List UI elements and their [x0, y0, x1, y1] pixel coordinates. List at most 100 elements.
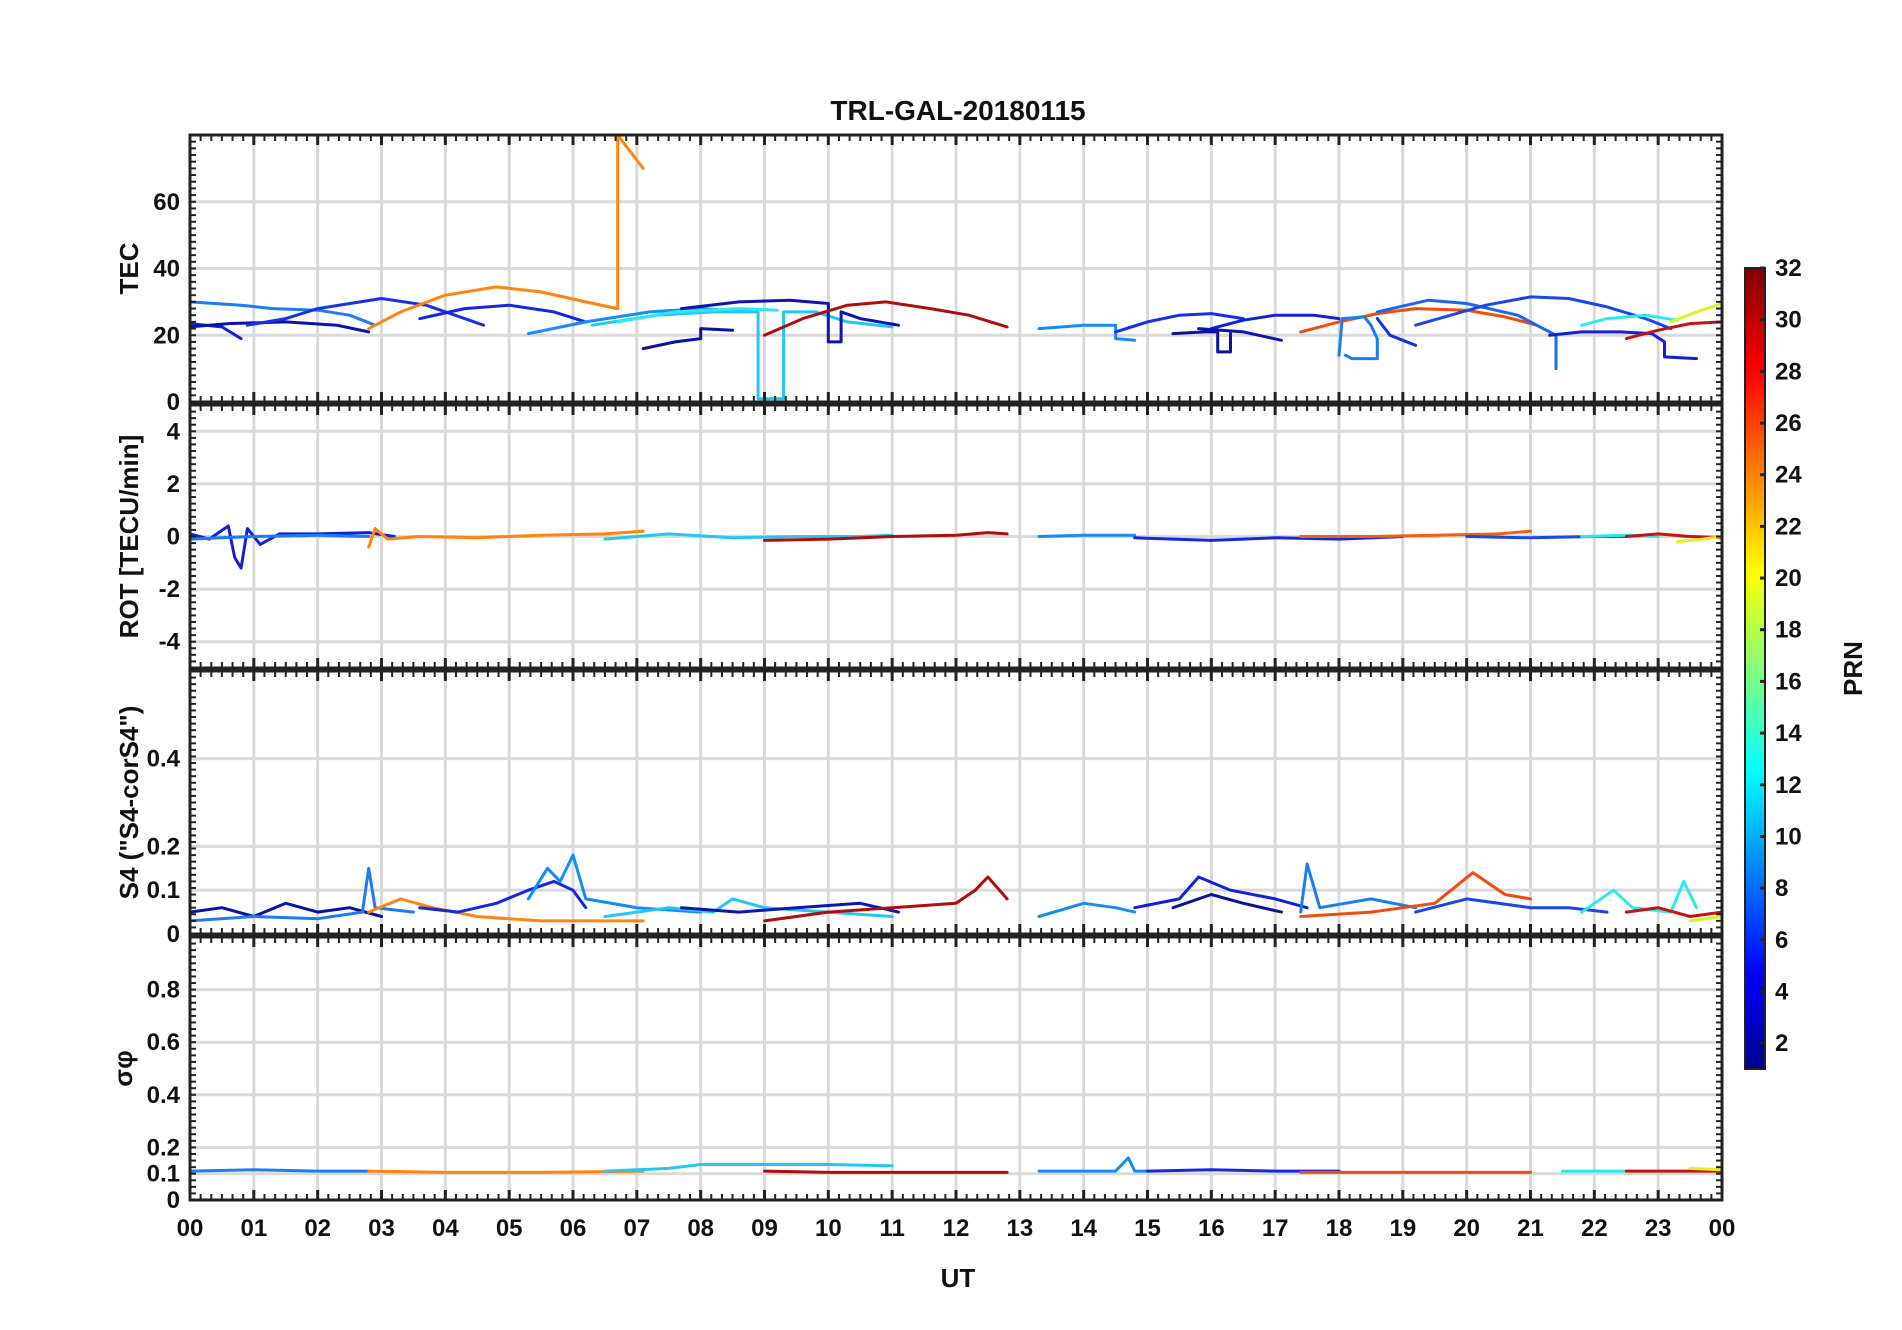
series-prn-1 [1171, 893, 1283, 914]
colorbar-tick-label: 2 [1775, 1030, 1788, 1057]
y-axis-label-s4: S4 ("S4-corS4") [114, 706, 144, 900]
y-tick-label: 0 [167, 1187, 180, 1214]
colorbar-tick-label: 4 [1775, 978, 1789, 1005]
series-prn-31 [763, 1169, 1009, 1174]
x-tick-label: 16 [1198, 1215, 1225, 1242]
series-prn-27 [1299, 307, 1539, 334]
colorbar-tick-label: 16 [1775, 668, 1802, 695]
series-prn-9 [526, 853, 703, 914]
series-prn-30 [1624, 906, 1724, 918]
chart-title: TRL-GAL-20180115 [830, 95, 1085, 126]
series-prn-23 [367, 1169, 645, 1174]
y-tick-label: 20 [153, 322, 180, 349]
series-prn-30 [1624, 320, 1724, 341]
series-prn-4 [418, 879, 588, 914]
x-tick-label: 14 [1070, 1215, 1097, 1242]
y-axis-label-sigma: σφ [108, 1050, 138, 1086]
series-prn-4 [1133, 535, 1405, 542]
x-tick-label: 00 [1709, 1215, 1736, 1242]
panel-s4: 0 0.1 0.2 0.4S4 ("S4-corS4") [114, 669, 1724, 948]
series-prn-20 [1688, 1166, 1724, 1172]
series-prn-8 [188, 533, 371, 541]
y-tick-label: -2 [159, 576, 180, 603]
series-prn-9 [1037, 323, 1137, 342]
x-tick-label: 05 [496, 1215, 523, 1242]
series-prn-3 [1209, 313, 1341, 331]
series-prn-8 [1299, 862, 1418, 914]
y-tick-label: 0.8 [147, 977, 180, 1004]
y-tick-label: 0.2 [147, 1134, 180, 1161]
colorbar-tick-label: 14 [1775, 720, 1802, 747]
x-tick-label: 12 [943, 1215, 970, 1242]
y-tick-label: 0.6 [147, 1029, 180, 1056]
series-prn-9 [1037, 533, 1137, 538]
series-prn-2 [1197, 327, 1283, 342]
x-tick-label: 21 [1517, 1215, 1544, 1242]
colorbar-tick-label: 24 [1775, 462, 1802, 489]
x-tick-label: 22 [1581, 1215, 1608, 1242]
y-tick-label: 40 [153, 256, 180, 283]
y-tick-label: 4 [167, 418, 181, 445]
x-tick-label: 04 [432, 1215, 459, 1242]
x-tick-label: 15 [1134, 1215, 1161, 1242]
series-prn-3 [1548, 330, 1698, 361]
y-tick-label: 60 [153, 189, 180, 216]
colorbar-gradient [1744, 267, 1766, 1070]
series-prn-3 [1133, 875, 1309, 910]
y-tick-label: 0.1 [147, 1161, 180, 1188]
series-prn-1 [641, 327, 735, 351]
x-tick-label: 09 [751, 1215, 778, 1242]
x-tick-label: 03 [368, 1215, 395, 1242]
colorbar-tick-label: 28 [1775, 358, 1802, 385]
series-prn-8 [188, 1168, 371, 1173]
series-prn-31 [763, 300, 1009, 337]
series-prn-2 [188, 320, 371, 334]
y-tick-label: 0.4 [147, 746, 181, 773]
series-prn-7 [1375, 298, 1558, 371]
y-tick-label: 0 [167, 524, 180, 551]
x-tick-label: 08 [687, 1215, 714, 1242]
series-prn-20 [1688, 915, 1724, 923]
x-tick-label: 19 [1389, 1215, 1416, 1242]
y-tick-label: 0.4 [147, 1082, 181, 1109]
colorbar-tick-label: 12 [1775, 772, 1802, 799]
x-tick-label: 11 [879, 1215, 904, 1242]
y-axis-label-rot: ROT [TECU/min] [114, 435, 144, 639]
y-tick-label: 2 [167, 471, 180, 498]
series-prn-6 [1414, 295, 1673, 331]
series-prn-23 [367, 133, 645, 331]
series-prn-31 [763, 531, 1009, 542]
series-prn-1 [1171, 330, 1232, 354]
colorbar-tick-label: 32 [1775, 255, 1802, 282]
y-tick-label: 0.1 [147, 877, 180, 904]
series-prn-27 [1299, 871, 1532, 918]
colorbar-tick-label: 18 [1775, 617, 1802, 644]
x-tick-label: 13 [1006, 1215, 1033, 1242]
series-prn-2 [680, 901, 900, 914]
series-prn-13 [1580, 313, 1679, 327]
x-tick-label: 06 [560, 1215, 587, 1242]
series-prn-20 [1669, 302, 1724, 324]
panel-sigma: 00.10.2 0.4 0.6 0.8 σφ [108, 935, 1724, 1214]
x-tick-label: 07 [623, 1215, 650, 1242]
x-tick-label: 10 [815, 1215, 842, 1242]
y-axis-label-tec: TEC [114, 242, 144, 294]
series-prn-2 [680, 298, 900, 344]
series-prn-2 [188, 901, 383, 918]
series-prn-23 [367, 897, 645, 923]
colorbar-tick-label: 30 [1775, 307, 1802, 334]
x-tick-label: 20 [1453, 1215, 1480, 1242]
series-prn-26 [1299, 529, 1532, 538]
series-prn-12 [603, 1163, 894, 1173]
series-prn-6 [1414, 897, 1609, 914]
series-prn-4 [418, 303, 588, 324]
x-tick-label: 18 [1326, 1215, 1353, 1242]
colorbar-tick-label: 8 [1775, 875, 1788, 902]
y-tick-label: 0.2 [147, 833, 180, 860]
colorbar-label: PRN [1838, 641, 1868, 696]
series-prn-9 [1037, 901, 1137, 918]
series-prn-13 [616, 307, 779, 324]
series-prn-8 [188, 866, 415, 923]
